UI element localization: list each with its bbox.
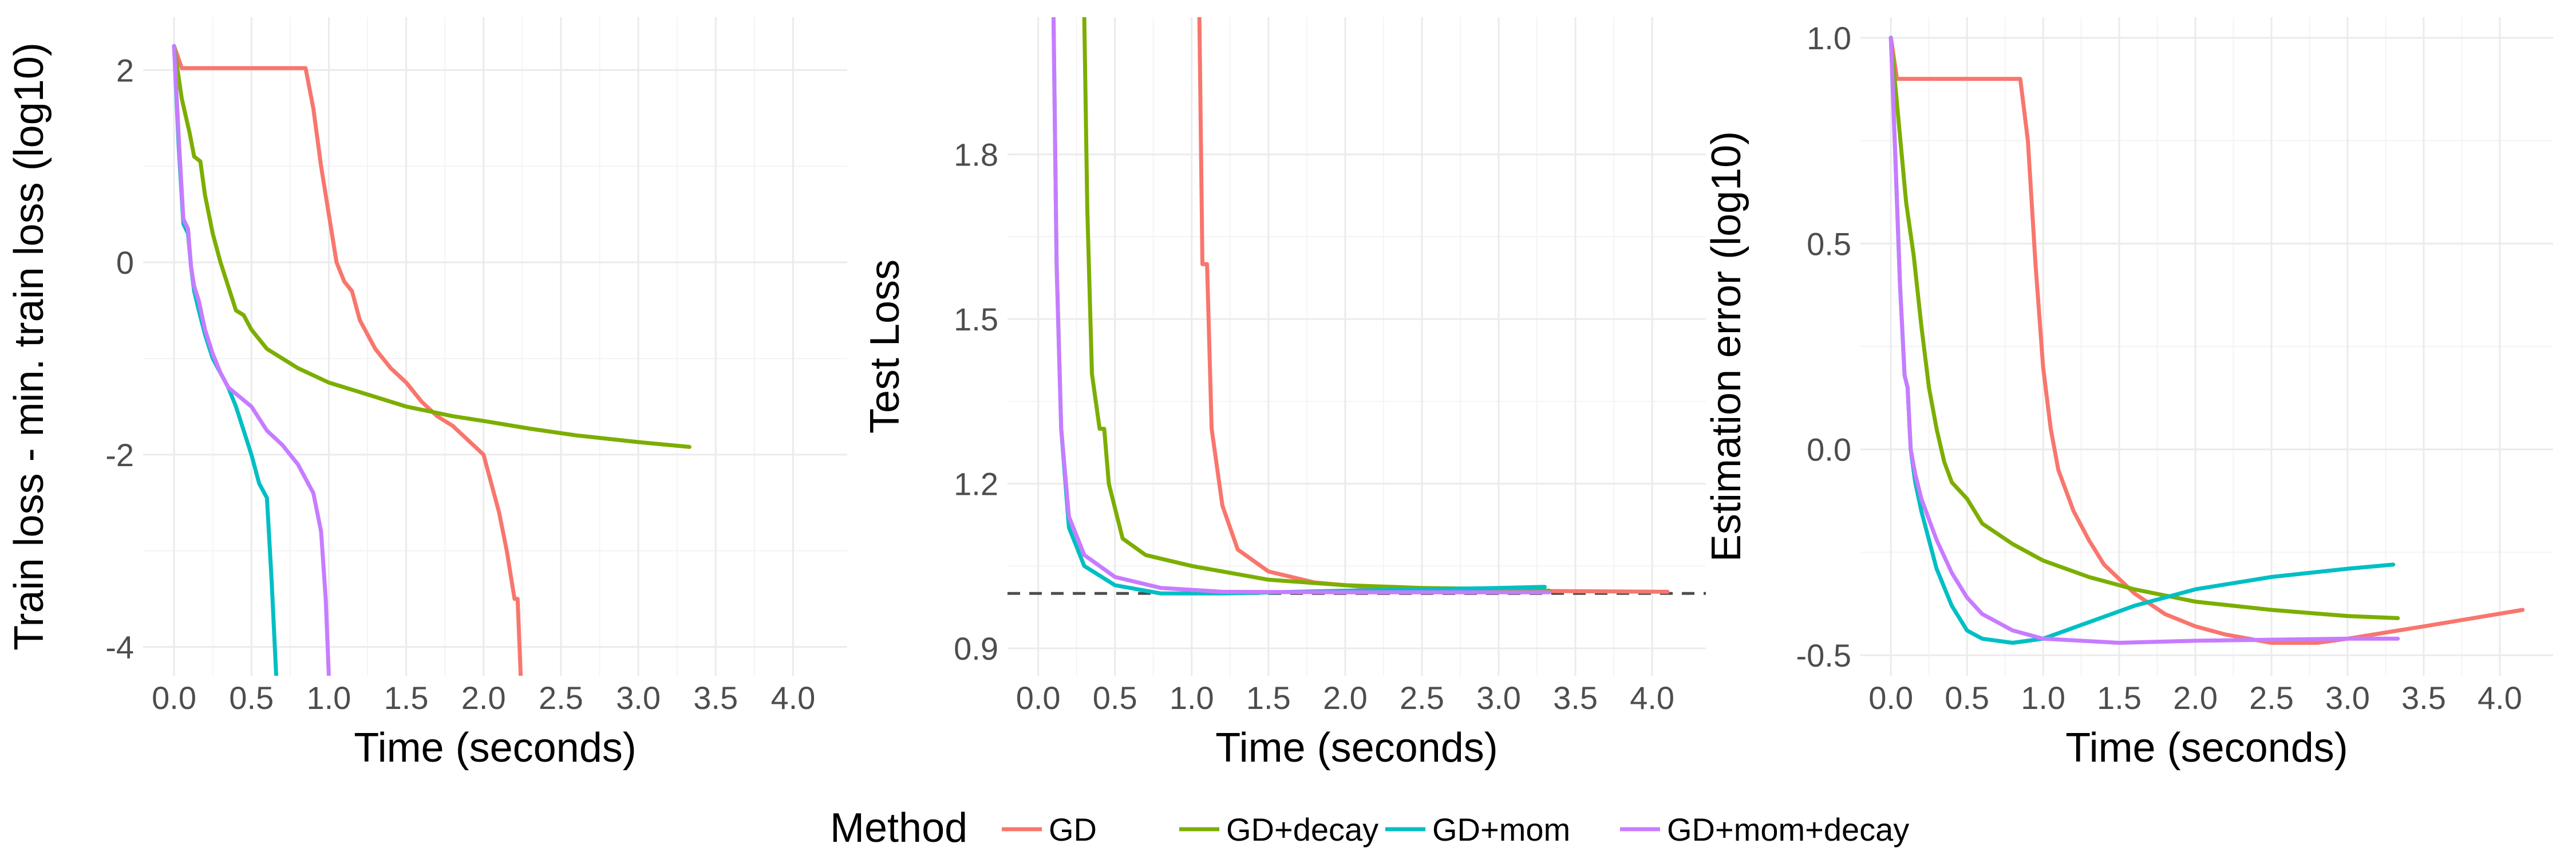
y-tick-label: -0.5: [1796, 637, 1852, 673]
legend-title: Method: [830, 805, 967, 851]
x-tick-label: 4.0: [771, 680, 815, 716]
series-line-gd-mom-decay: [1051, 17, 1551, 594]
y-tick-label: -2: [105, 437, 134, 473]
series-group: [1051, 17, 1670, 596]
legend-label: GD: [1049, 811, 1097, 848]
x-tick-label: 0.0: [1016, 680, 1061, 716]
x-tick-label: 2.5: [539, 680, 583, 716]
y-axis-title: Estimation error (log10): [1704, 131, 1749, 562]
legend-label: GD+mom: [1432, 811, 1570, 848]
series-line-gd: [1197, 17, 1670, 594]
series-line-gd-decay: [1082, 17, 1551, 593]
y-tick-label: 0.5: [1807, 226, 1851, 262]
legend: Method GD GD+decay GD+mom GD+mom+decay: [830, 805, 1909, 851]
y-tick-label: -4: [105, 629, 134, 665]
series-line-gd-mom-decay: [1888, 36, 2400, 645]
x-tick-label: 2.5: [2249, 680, 2294, 716]
x-tick-label: 1.0: [306, 680, 351, 716]
series-line-gd-decay: [172, 44, 692, 449]
panel-test-loss: 0.0 0.5 1.0 1.5 2.0 2.5 3.0 3.5 4.0 0.9 1.2 1.5 1.8 T…: [862, 17, 1706, 771]
x-tick-label: 3.0: [1476, 680, 1521, 716]
x-tick-label: 1.5: [2097, 680, 2142, 716]
x-tick-label: 2.0: [461, 680, 506, 716]
series-line-gd-mom-decay: [172, 44, 331, 676]
x-tick-label: 2.0: [1323, 680, 1368, 716]
y-tick-label: 1.8: [954, 137, 998, 173]
x-tick-label: 4.0: [2478, 680, 2522, 716]
y-tick-label: 0: [116, 245, 134, 281]
x-tick-label: 0.5: [229, 680, 274, 716]
y-tick-label: 2: [116, 52, 134, 88]
legend-entry-gd: GD: [1002, 811, 1097, 848]
panel-train-loss: 0.0 0.5 1.0 1.5 2.0 2.5 3.0 3.5 4.0 -4 -2 0 2 Time (s…: [6, 17, 847, 771]
legend-label: GD+mom+decay: [1667, 811, 1909, 848]
y-axis-title: Test Loss: [862, 259, 908, 434]
x-axis-title: Time (seconds): [2065, 725, 2348, 771]
gridlines: [1008, 17, 1706, 676]
y-tick-label: 1.5: [954, 301, 998, 337]
y-tick-label: 1.2: [954, 466, 998, 502]
y-axis-title: Train loss - min. train loss (log10): [6, 42, 52, 651]
legend-entry-gd-decay: GD+decay: [1179, 811, 1378, 848]
legend-entry-gd-mom: GD+mom: [1385, 811, 1570, 848]
series-line-gd-mom: [1051, 17, 1547, 596]
series-line-gd-decay: [1888, 36, 2400, 620]
x-tick-label: 4.0: [1630, 680, 1674, 716]
y-tick-label: 0.0: [1807, 432, 1851, 468]
x-tick-label: 2.0: [2173, 680, 2218, 716]
x-tick-label: 1.0: [2021, 680, 2065, 716]
panel-estimation-error: 0.0 0.5 1.0 1.5 2.0 2.5 3.0 3.5 4.0 -0.5 0.0 0.5 1.0…: [1704, 17, 2553, 771]
x-tick-label: 0.0: [1868, 680, 1913, 716]
series-group: [1888, 36, 2525, 645]
x-axis-title: Time (seconds): [1215, 725, 1498, 771]
series-line-gd: [172, 44, 523, 676]
x-tick-label: 1.0: [1170, 680, 1214, 716]
x-tick-label: 0.5: [1093, 680, 1137, 716]
x-tick-label: 1.5: [1246, 680, 1291, 716]
gridlines: [143, 17, 847, 676]
series-line-gd: [1888, 36, 2525, 645]
x-tick-label: 3.5: [1553, 680, 1598, 716]
x-tick-label: 3.0: [616, 680, 661, 716]
legend-entry-gd-mom-decay: GD+mom+decay: [1620, 811, 1909, 848]
x-tick-label: 0.5: [1945, 680, 1989, 716]
y-tick-label: 1.0: [1807, 20, 1851, 56]
x-tick-label: 3.0: [2325, 680, 2370, 716]
x-tick-label: 3.5: [693, 680, 738, 716]
legend-label: GD+decay: [1226, 811, 1378, 848]
series-group: [172, 44, 692, 676]
x-tick-label: 0.0: [152, 680, 196, 716]
x-axis-title: Time (seconds): [354, 725, 636, 771]
gridlines: [1860, 17, 2553, 676]
y-tick-label: 0.9: [954, 631, 998, 667]
x-tick-label: 3.5: [2401, 680, 2446, 716]
x-tick-label: 2.5: [1400, 680, 1444, 716]
x-tick-label: 1.5: [384, 680, 429, 716]
